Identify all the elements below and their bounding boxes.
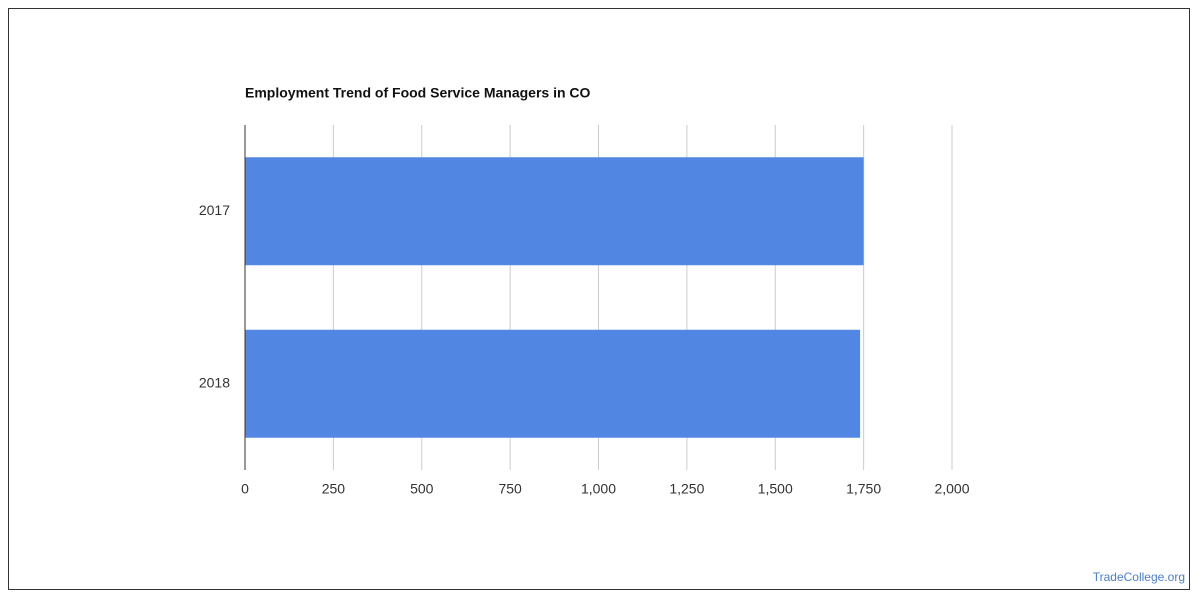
y-tick-label: 2018 (199, 374, 230, 390)
x-tick-label: 1,000 (581, 481, 616, 497)
watermark: TradeCollege.org (1093, 570, 1185, 584)
x-tick-label: 1,750 (846, 481, 881, 497)
x-tick-label: 0 (241, 481, 249, 497)
x-tick-label: 1,250 (669, 481, 704, 497)
x-tick-label: 1,500 (758, 481, 793, 497)
bar (245, 157, 864, 266)
bar (245, 329, 861, 438)
x-tick-label: 500 (410, 481, 434, 497)
chart-title: Employment Trend of Food Service Manager… (245, 85, 591, 101)
y-tick-label: 2017 (199, 202, 230, 218)
x-tick-label: 750 (498, 481, 522, 497)
x-tick-label: 250 (322, 481, 346, 497)
x-tick-label: 2,000 (934, 481, 969, 497)
